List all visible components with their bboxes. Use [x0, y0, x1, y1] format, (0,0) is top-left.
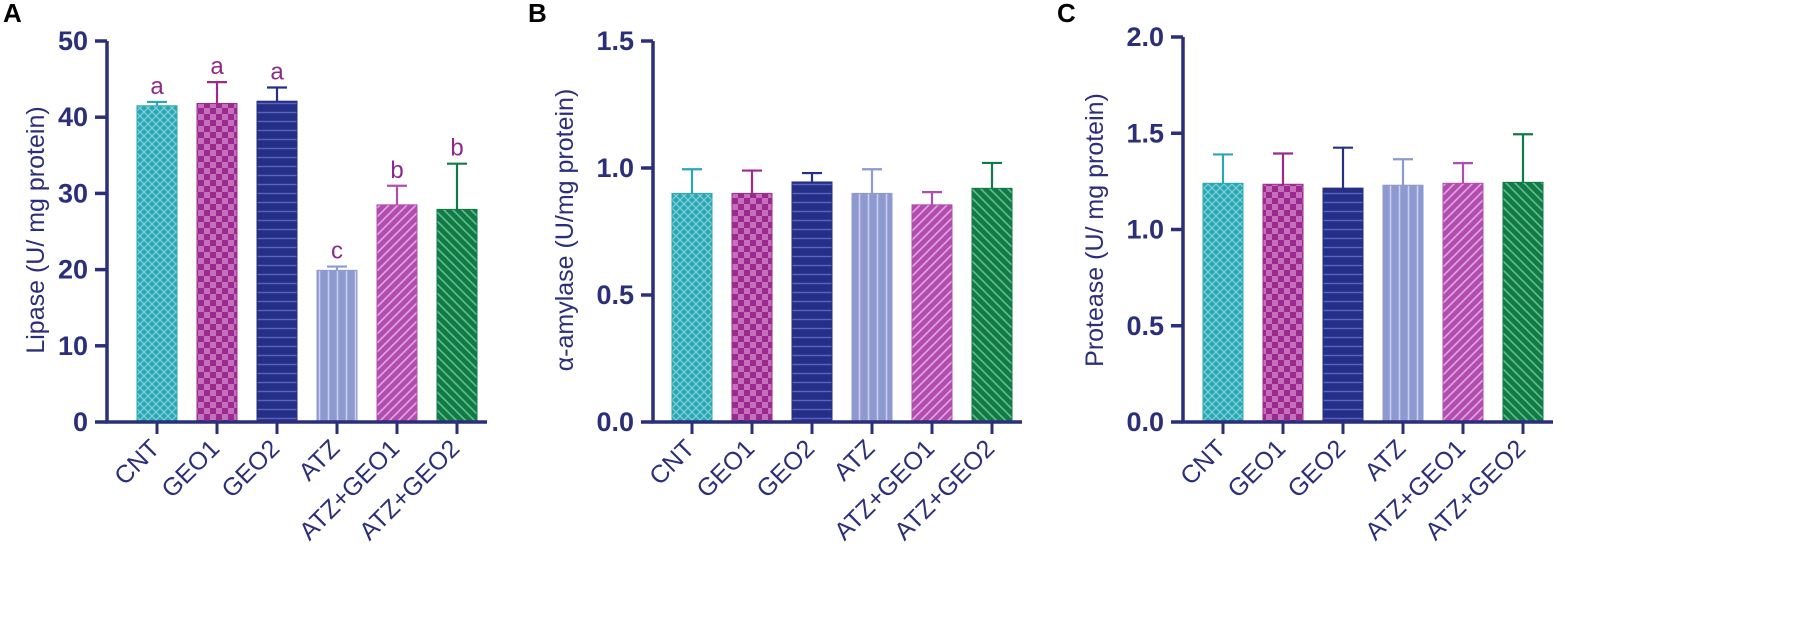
x-tick-label-a-atz: ATZ: [293, 434, 345, 486]
panel-letter-a: A: [3, 0, 22, 28]
significance-letter-a-geo2: a: [270, 58, 284, 85]
y-axis-title-b: α-amylase (U/mg protein): [551, 89, 579, 372]
bar-c-atz-plus-geo1: [1442, 182, 1484, 423]
y-tick-label-a-0: 0: [73, 407, 88, 437]
panel-letter-b: B: [528, 0, 547, 28]
x-tick-label-c-geo2: GEO2: [1282, 434, 1351, 503]
x-tick-label-c-geo1: GEO1: [1222, 434, 1291, 503]
y-tick-label-c-1.0: 1.0: [1126, 215, 1164, 245]
y-axis-title-c: Protease (U/ mg protein): [1081, 93, 1109, 367]
panel-letter-c: C: [1057, 0, 1076, 28]
bar-a-geo2: [256, 100, 298, 423]
bar-a-atz-plus-geo1: [376, 204, 418, 423]
y-tick-label-a-40: 40: [58, 102, 88, 132]
bar-c-geo2: [1322, 187, 1364, 423]
y-axis-title-a: Lipase (U/ mg protein): [22, 106, 50, 353]
bar-b-cnt: [671, 192, 713, 423]
y-tick-label-b-0.0: 0.0: [596, 407, 634, 437]
y-tick-label-b-0.5: 0.5: [596, 280, 634, 310]
x-tick-label-a-geo1: GEO1: [156, 434, 225, 503]
significance-letter-a-atz-plus-geo1: b: [390, 157, 403, 184]
y-tick-label-b-1.5: 1.5: [596, 26, 634, 56]
bar-b-atz-plus-geo1: [911, 204, 953, 423]
y-tick-label-b-1.0: 1.0: [596, 153, 634, 183]
bar-c-geo1: [1262, 183, 1304, 423]
x-tick-label-c-atz: ATZ: [1359, 434, 1411, 486]
x-tick-label-b-atz: ATZ: [828, 434, 880, 486]
bar-c-atz-plus-geo2: [1502, 181, 1544, 423]
y-tick-label-c-0.0: 0.0: [1126, 407, 1164, 437]
bar-b-atz-plus-geo2: [971, 187, 1013, 423]
y-tick-label-c-1.5: 1.5: [1126, 118, 1164, 148]
x-tick-label-b-geo1: GEO1: [691, 434, 760, 503]
bar-a-cnt: [136, 105, 178, 423]
y-tick-label-c-2.0: 2.0: [1126, 22, 1164, 52]
bar-a-geo1: [196, 102, 238, 423]
significance-letter-a-cnt: a: [150, 73, 164, 100]
significance-letter-a-geo1: a: [210, 53, 224, 80]
y-tick-label-a-10: 10: [58, 331, 88, 361]
y-tick-label-a-20: 20: [58, 255, 88, 285]
bar-c-cnt: [1202, 182, 1244, 423]
bar-b-atz: [851, 192, 893, 423]
x-tick-label-b-geo2: GEO2: [751, 434, 820, 503]
plot-area-a: aCNTaGEO1aGEO2cATZbATZ+GEO1bATZ+GEO20102…: [58, 26, 487, 546]
bar-b-geo2: [791, 181, 833, 423]
y-tick-label-a-30: 30: [58, 178, 88, 208]
bar-a-atz-plus-geo2: [436, 208, 478, 423]
y-tick-label-a-50: 50: [58, 26, 88, 56]
panel-a: A Lipase (U/ mg protein) aCNTaGEO1aGEO2c…: [3, 0, 487, 546]
y-tick-label-c-0.5: 0.5: [1126, 311, 1164, 341]
bar-c-atz: [1382, 184, 1424, 423]
significance-letter-a-atz: c: [331, 238, 343, 265]
significance-letter-a-atz-plus-geo2: b: [450, 135, 463, 162]
bar-b-geo1: [731, 192, 773, 423]
x-tick-label-a-geo2: GEO2: [216, 434, 285, 503]
bar-a-atz: [316, 269, 358, 423]
